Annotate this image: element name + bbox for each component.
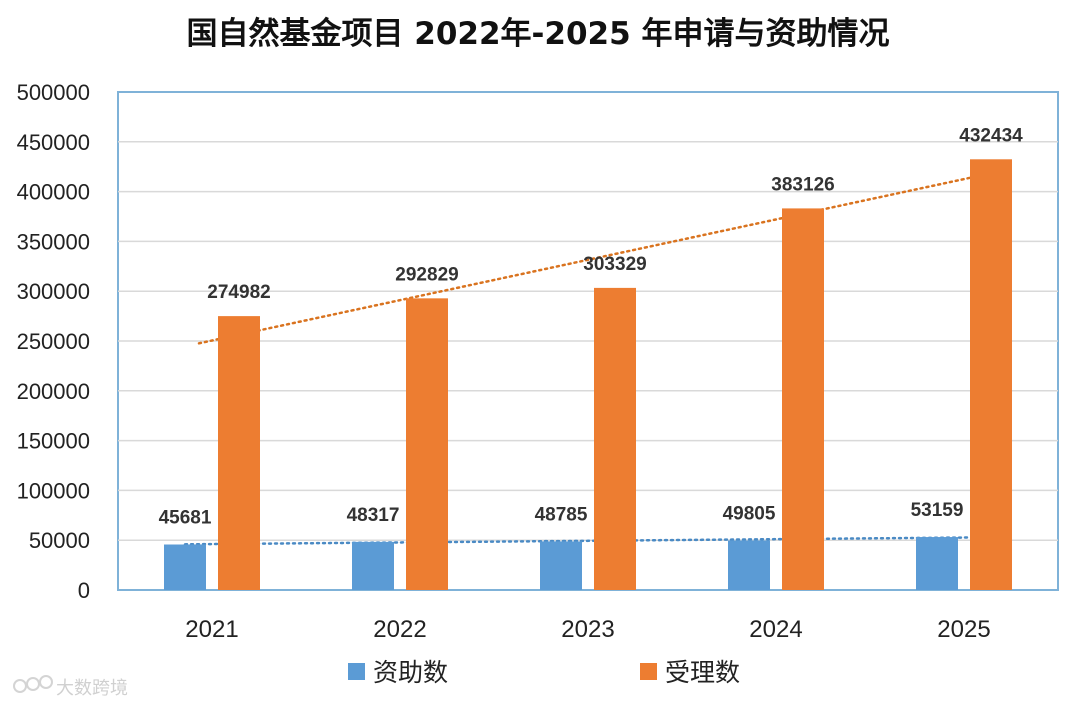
data-label-funded: 45681 bbox=[159, 508, 212, 529]
legend-label: 受理数 bbox=[665, 658, 740, 687]
bar-funded bbox=[352, 541, 394, 590]
x-axis: 2021 2022 2023 2024 2025 bbox=[185, 616, 990, 643]
bar-funded bbox=[728, 540, 770, 590]
y-tick-label: 0 bbox=[78, 578, 90, 603]
y-tick-label: 150000 bbox=[17, 429, 90, 454]
chart-title: 国自然基金项目 2022年-2025 年申请与资助情况 bbox=[186, 16, 889, 52]
legend-label: 资助数 bbox=[373, 658, 448, 687]
y-axis: 0 50000 100000 150000 200000 250000 300000 3500… bbox=[17, 80, 90, 603]
watermark: 大数跨境 bbox=[13, 675, 128, 699]
data-label-accepted: 292829 bbox=[395, 264, 458, 285]
data-label-accepted: 303329 bbox=[583, 254, 646, 275]
data-label-funded: 48317 bbox=[347, 505, 400, 526]
bar-accepted bbox=[782, 208, 824, 591]
trendline-accepted bbox=[197, 174, 983, 345]
y-tick-label: 50000 bbox=[29, 528, 90, 553]
bar-accepted bbox=[406, 298, 448, 590]
x-tick-label: 2024 bbox=[749, 616, 802, 643]
x-tick-label: 2021 bbox=[185, 616, 238, 643]
x-tick-label: 2023 bbox=[561, 616, 614, 643]
y-tick-label: 450000 bbox=[17, 130, 90, 155]
data-label-funded: 48785 bbox=[535, 504, 588, 525]
data-label-accepted: 383126 bbox=[771, 174, 834, 195]
trendlines bbox=[183, 174, 983, 546]
bar-funded bbox=[916, 537, 958, 590]
bar-accepted bbox=[218, 316, 260, 590]
bar-accepted bbox=[594, 287, 636, 590]
bars bbox=[164, 159, 1012, 591]
y-tick-label: 100000 bbox=[17, 478, 90, 503]
x-tick-label: 2022 bbox=[373, 616, 426, 643]
data-labels: 45681 274982 48317 292829 48785 303329 49805 38… bbox=[159, 125, 1024, 528]
y-tick-label: 500000 bbox=[17, 80, 90, 105]
gridlines bbox=[118, 141, 1058, 541]
data-label-accepted: 274982 bbox=[207, 282, 270, 303]
y-tick-label: 400000 bbox=[17, 180, 90, 205]
bar-funded bbox=[540, 541, 582, 590]
y-tick-label: 350000 bbox=[17, 229, 90, 254]
legend-swatch bbox=[348, 663, 365, 680]
bar-accepted bbox=[970, 159, 1012, 591]
y-tick-label: 200000 bbox=[17, 379, 90, 404]
legend-swatch bbox=[640, 663, 657, 680]
data-label-funded: 49805 bbox=[723, 503, 776, 524]
data-label-accepted: 432434 bbox=[959, 125, 1023, 146]
owl-logo-icon bbox=[13, 675, 53, 693]
watermark-text: 大数跨境 bbox=[56, 678, 128, 699]
data-label-funded: 53159 bbox=[911, 500, 964, 521]
legend: 资助数 受理数 bbox=[348, 658, 740, 687]
bar-funded bbox=[164, 544, 206, 590]
x-tick-label: 2025 bbox=[937, 616, 990, 643]
trendline-funded bbox=[183, 536, 969, 546]
y-tick-label: 250000 bbox=[17, 329, 90, 354]
y-tick-label: 300000 bbox=[17, 279, 90, 304]
